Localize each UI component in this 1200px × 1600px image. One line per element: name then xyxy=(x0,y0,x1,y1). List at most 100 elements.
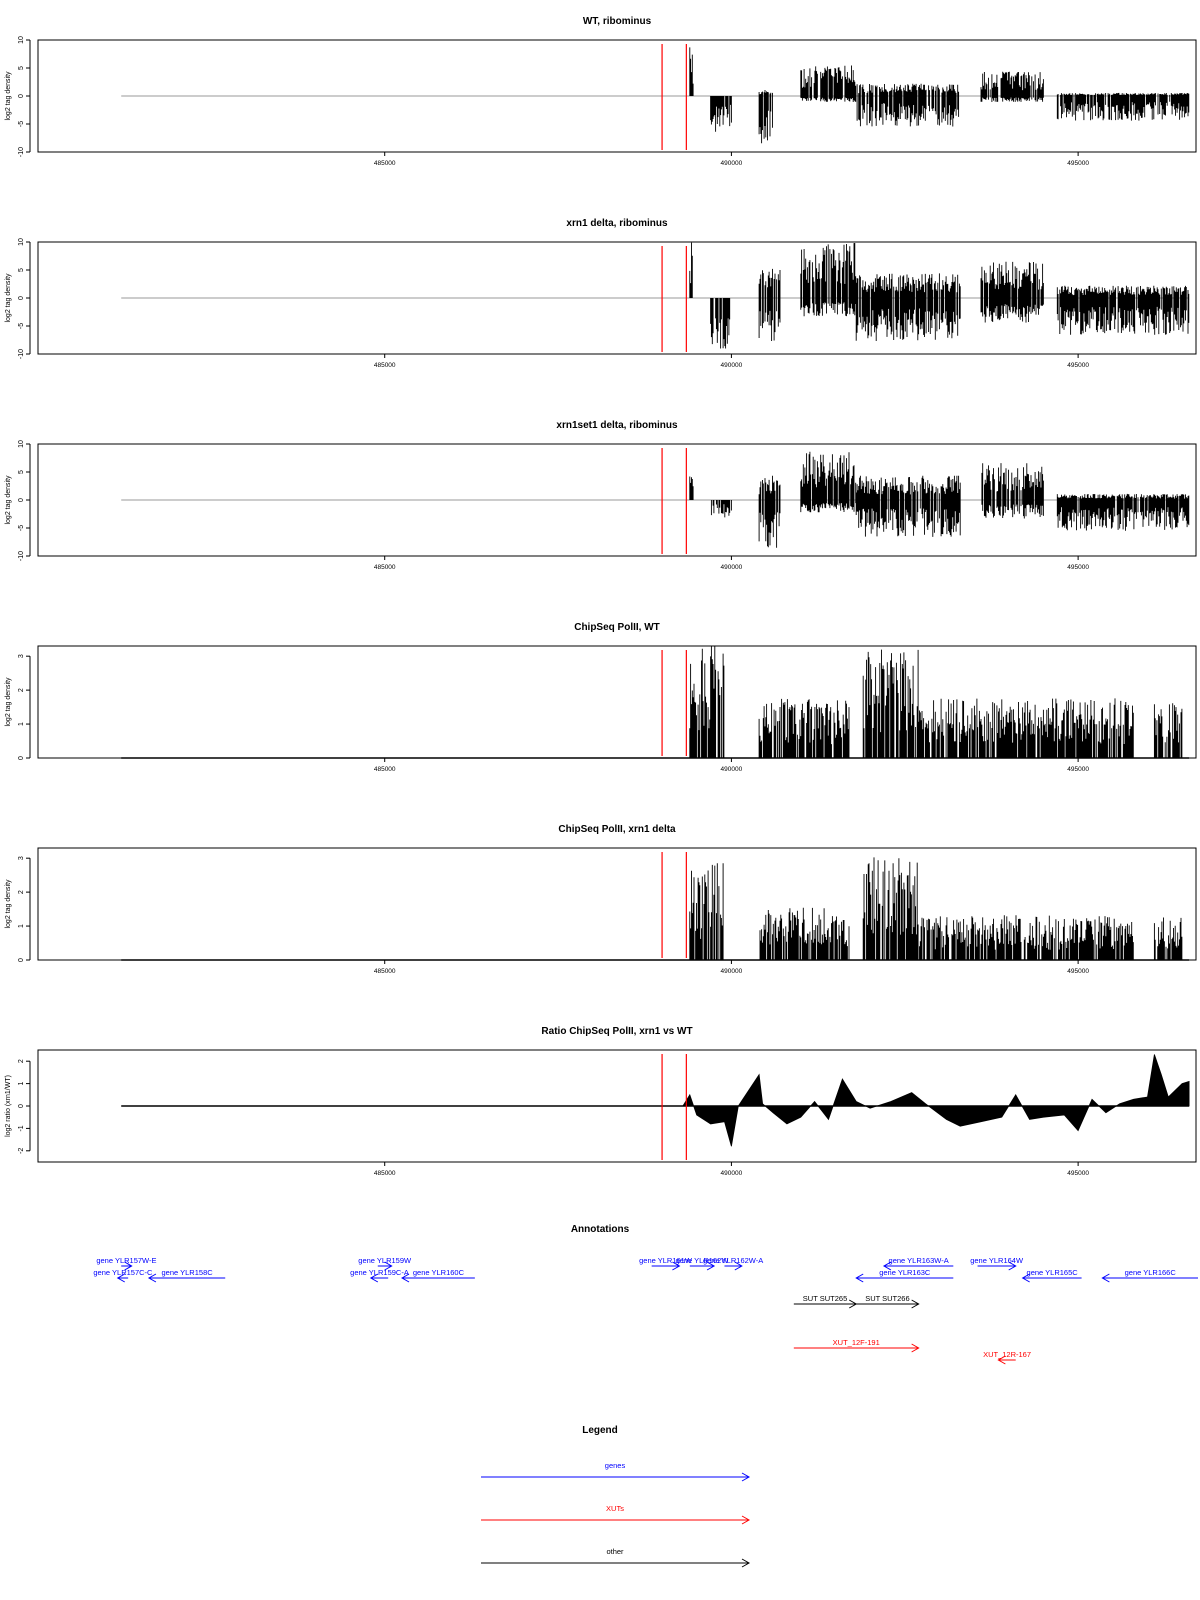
annotation-gene-ylr161w: gene YLR161W xyxy=(639,1256,693,1271)
panel-title: xrn1 delta, ribominus xyxy=(566,218,668,229)
x-tick-label: 495000 xyxy=(1067,564,1089,571)
annotation-arrowhead xyxy=(911,1343,920,1353)
annotation-arrowhead xyxy=(147,1273,157,1283)
plot-frame xyxy=(37,39,1197,153)
x-tick-label: 495000 xyxy=(1067,362,1089,369)
annotation-label: XUT_12F-191 xyxy=(833,1338,880,1347)
y-tick-label: -10 xyxy=(18,551,25,561)
annotation-arrowhead xyxy=(401,1273,410,1283)
y-tick-label: 0 xyxy=(18,94,25,98)
legend-title: Legend xyxy=(582,1425,618,1436)
panel-title: Ratio ChipSeq PolII, xrn1 vs WT xyxy=(541,1026,692,1037)
signal-bars xyxy=(689,47,1190,144)
annotation-label: XUT_12R-167 xyxy=(983,1350,1031,1359)
y-tick-label: 5 xyxy=(18,66,25,70)
y-tick-label: 3 xyxy=(18,654,25,658)
plot-frame xyxy=(37,241,1197,355)
panel-title: ChipSeq PolII, WT xyxy=(574,622,660,633)
annotation-gene-ylr157c-c: gene YLR157C-C xyxy=(93,1268,153,1283)
y-tick-label: -10 xyxy=(18,147,25,157)
panel-4: ChipSeq PolII, WT 3 2 1 0 log2 tag density 485… xyxy=(5,622,1197,773)
panel-title: ChipSeq PolII, xrn1 delta xyxy=(558,824,676,835)
y-axis-label: log2 ratio (xrn1/WT) xyxy=(5,1075,12,1137)
annotation-arrowhead xyxy=(1008,1261,1017,1271)
annotation-label: gene YLR157C-C xyxy=(93,1268,153,1277)
y-tick-label: 0 xyxy=(18,498,25,502)
annotation-label: gene YLR159C-A xyxy=(350,1268,409,1277)
annotation-gene-ylr164w: gene YLR164W xyxy=(970,1256,1024,1271)
plot-frame xyxy=(37,443,1197,557)
annotation-xut-12r-167: XUT_12R-167 xyxy=(983,1350,1031,1365)
annotation-gene-ylr166c: gene YLR166C xyxy=(1101,1268,1198,1283)
y-axis-label: log2 tag density xyxy=(5,475,12,525)
annotations-panel: Annotations gene YLR157W-E gene YLR157C-C g… xyxy=(93,1224,1198,1365)
x-tick-label: 490000 xyxy=(721,564,743,571)
x-tick-label: 495000 xyxy=(1067,160,1089,167)
annotation-label: gene YLR162W-A xyxy=(703,1256,763,1265)
annotations-title: Annotations xyxy=(571,1224,630,1235)
x-tick-label: 485000 xyxy=(374,160,396,167)
annotation-gene-ylr159w: gene YLR159W xyxy=(358,1256,412,1271)
annotation-arrowhead xyxy=(369,1273,379,1283)
plot-frame xyxy=(37,1049,1197,1163)
y-tick-label: 0 xyxy=(18,296,25,300)
x-tick-label: 485000 xyxy=(374,362,396,369)
annotation-gene-ylr159c-a: gene YLR159C-A xyxy=(350,1268,409,1283)
annotation-label: gene YLR163W-A xyxy=(889,1256,949,1265)
annotation-gene-ylr163w-a: gene YLR163W-A xyxy=(882,1256,954,1271)
y-axis-label: log2 tag density xyxy=(5,677,12,727)
x-tick-label: 495000 xyxy=(1067,968,1089,975)
y-tick-label: 2 xyxy=(18,1059,25,1063)
ratio-area xyxy=(682,1054,1190,1147)
y-axis-label: log2 tag density xyxy=(5,879,12,929)
x-tick-label: 485000 xyxy=(374,564,396,571)
y-tick-label: 0 xyxy=(18,958,25,962)
y-tick-label: 2 xyxy=(18,890,25,894)
annotation-gene-ylr163c: gene YLR163C xyxy=(855,1268,954,1283)
annotation-arrowhead xyxy=(1101,1273,1110,1283)
y-tick-label: -5 xyxy=(18,323,25,329)
legend-arrowhead xyxy=(741,1558,751,1568)
legend-label: genes xyxy=(605,1461,626,1470)
annotation-arrowhead xyxy=(855,1273,864,1283)
annotation-label: gene YLR157W-E xyxy=(96,1256,156,1265)
annotation-arrowhead xyxy=(882,1261,892,1271)
y-tick-label: 2 xyxy=(18,688,25,692)
x-tick-label: 490000 xyxy=(721,968,743,975)
panel-title: xrn1set1 delta, ribominus xyxy=(556,420,678,431)
annotation-gene-ylr160c: gene YLR160C xyxy=(401,1268,475,1283)
x-tick-label: 495000 xyxy=(1067,766,1089,773)
annotation-xut-12f-191: XUT_12F-191 xyxy=(793,1338,920,1353)
y-tick-label: 1 xyxy=(18,1082,25,1086)
x-tick-label: 490000 xyxy=(721,160,743,167)
signal-bars xyxy=(689,646,1183,758)
x-tick-label: 495000 xyxy=(1067,1170,1089,1177)
x-tick-label: 490000 xyxy=(721,766,743,773)
annotation-label: gene YLR160C xyxy=(413,1268,465,1277)
y-tick-label: 5 xyxy=(18,470,25,474)
panel-5: ChipSeq PolII, xrn1 delta 3 2 1 0 log2 tag de… xyxy=(5,824,1197,975)
panel-3: xrn1set1 delta, ribominus 10 5 0 -5 -10 log2 t… xyxy=(5,420,1197,571)
annotation-arrowhead xyxy=(734,1261,743,1271)
x-tick-label: 490000 xyxy=(721,1170,743,1177)
annotation-gene-ylr162w-a: gene YLR162W-A xyxy=(703,1256,763,1271)
annotation-gene-ylr162w: gene YLR162W xyxy=(676,1256,729,1271)
signal-bars xyxy=(689,857,1183,960)
annotation-arrowhead xyxy=(116,1273,125,1283)
annotation-arrowhead xyxy=(1021,1273,1030,1283)
legend-item-xuts: XUTs xyxy=(481,1504,751,1525)
annotation-label: gene YLR158C xyxy=(162,1268,214,1277)
panel-1: WT, ribominus 10 5 0 -5 -10 log2 tag density 48… xyxy=(5,16,1197,167)
annotation-gene-ylr165c: gene YLR165C xyxy=(1021,1268,1082,1283)
annotation-label: gene YLR161W xyxy=(639,1256,693,1265)
annotation-gene-ylr157w-e: gene YLR157W-E xyxy=(96,1256,157,1271)
legend-arrowhead xyxy=(741,1472,751,1482)
annotation-label: gene YLR166C xyxy=(1125,1268,1177,1277)
x-tick-label: 485000 xyxy=(374,968,396,975)
y-axis-label: log2 tag density xyxy=(5,273,12,323)
y-tick-label: 10 xyxy=(18,238,25,246)
legend-panel: Legend genes XUTs other xyxy=(481,1425,751,1568)
x-tick-label: 485000 xyxy=(374,1170,396,1177)
signal-bars xyxy=(689,451,1190,548)
